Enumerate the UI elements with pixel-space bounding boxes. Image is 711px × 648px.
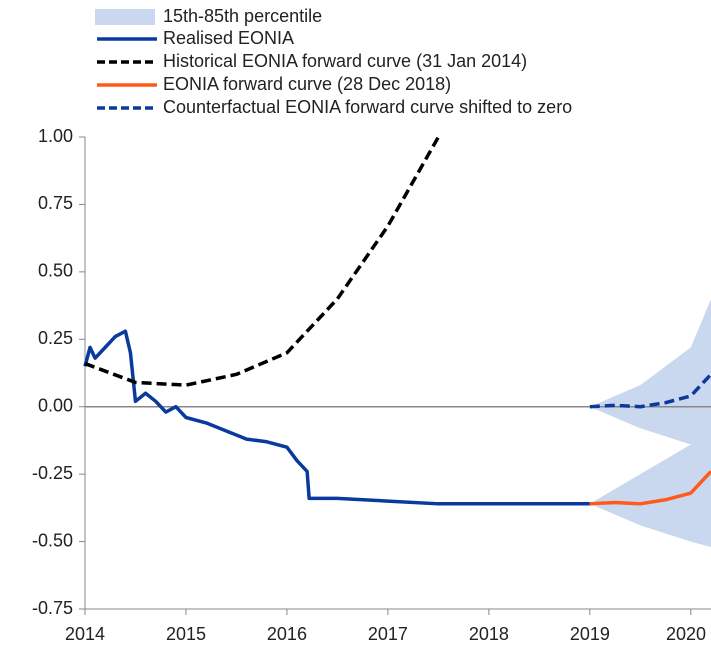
series-line xyxy=(84,136,440,387)
legend-label: 15th-85th percentile xyxy=(163,6,322,26)
legend-label: Historical EONIA forward curve (31 Jan 2… xyxy=(163,51,527,71)
series-line xyxy=(589,373,711,409)
x-tick-label: 2017 xyxy=(368,624,408,644)
y-tick-label: -0.75 xyxy=(32,598,73,618)
legend-label: EONIA forward curve (28 Dec 2018) xyxy=(163,74,451,94)
x-tick-label: 2018 xyxy=(469,624,509,644)
x-tick-label: 2015 xyxy=(166,624,206,644)
x-tick-label: 2020 xyxy=(666,624,706,644)
y-tick-label: -0.25 xyxy=(32,463,73,483)
y-tick-label: 0.75 xyxy=(38,193,73,213)
series-line xyxy=(83,329,590,506)
legend-swatch xyxy=(95,9,155,25)
y-tick-label: 1.00 xyxy=(38,126,73,146)
x-tick-label: 2014 xyxy=(65,624,105,644)
y-tick-label: 0.00 xyxy=(38,395,73,415)
y-tick-label: 0.50 xyxy=(38,261,73,281)
percentile-band xyxy=(589,420,711,547)
legend-label: Counterfactual EONIA forward curve shift… xyxy=(163,97,572,117)
x-tick-label: 2016 xyxy=(267,624,307,644)
y-tick-label: -0.50 xyxy=(32,530,73,550)
y-tick-label: 0.25 xyxy=(38,328,73,348)
legend-label: Realised EONIA xyxy=(163,28,294,48)
x-tick-label: 2019 xyxy=(570,624,610,644)
series-line xyxy=(589,470,711,506)
percentile-band xyxy=(589,298,711,448)
